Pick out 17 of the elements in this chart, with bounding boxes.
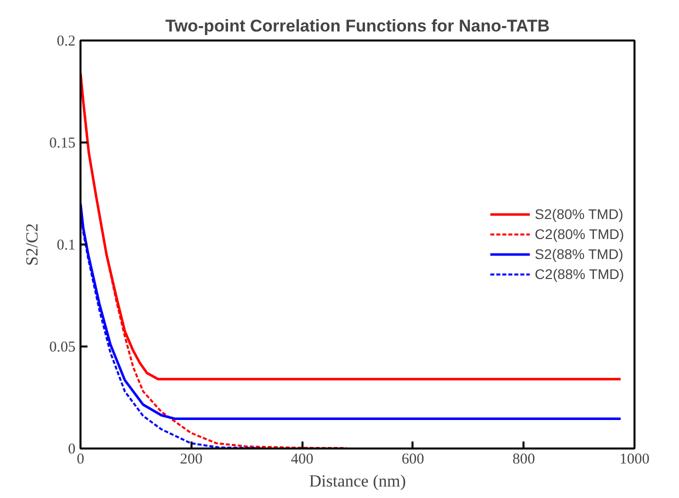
legend-label: C2(88% TMD)	[534, 266, 624, 282]
chart-title: Two-point Correlation Functions for Nano-TATB	[165, 16, 550, 36]
legend-label: S2(88% TMD)	[534, 246, 624, 262]
x-tick-label: 800	[512, 452, 535, 468]
y-axis-title: S2/C2	[22, 223, 42, 266]
y-tick-label: 0.05	[49, 340, 76, 356]
y-tick-label: 0.15	[49, 136, 76, 152]
x-tick-label: 400	[290, 452, 314, 468]
legend-label: C2(80% TMD)	[534, 226, 624, 242]
x-tick-label: 200	[180, 452, 203, 468]
x-tick-label: 1000	[620, 452, 650, 468]
x-tick-label: 600	[402, 452, 424, 468]
y-tick-label: 0.2	[56, 34, 76, 50]
x-axis-title: Distance (nm)	[309, 472, 406, 490]
legend-label: S2(80% TMD)	[534, 206, 624, 222]
y-tick-label: 0	[68, 442, 76, 458]
y-tick-label: 0.1	[56, 238, 76, 254]
